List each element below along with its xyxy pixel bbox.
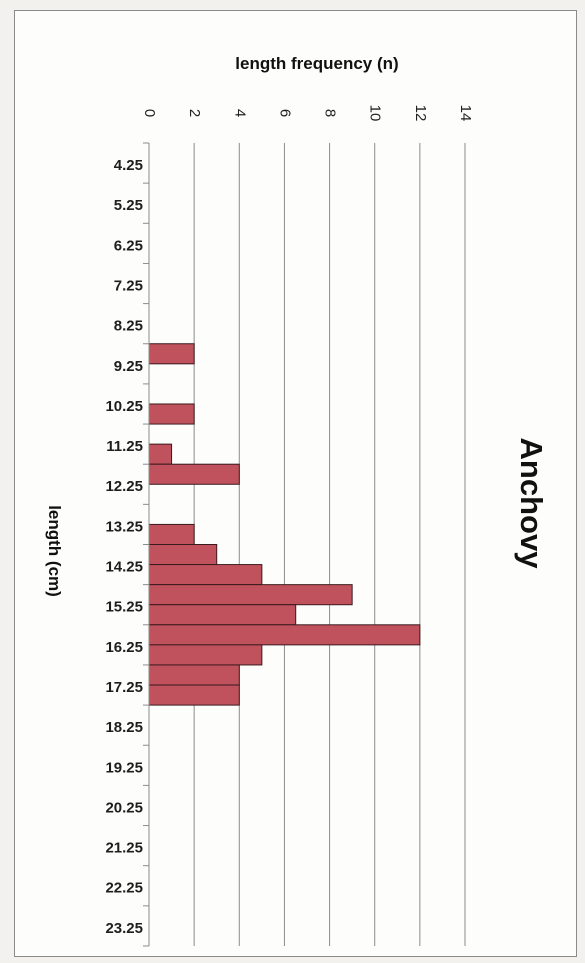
y-tick-label: 15.25 [105,599,143,616]
y-tick-label: 14.25 [105,559,143,576]
bar [148,584,353,606]
y-tick-label: 8.25 [114,318,143,335]
y-tick-label: 16.25 [105,639,143,656]
y-tick-label: 21.25 [105,840,143,857]
x-axis-title: length frequency (n) [235,54,398,73]
y-tick-label: 7.25 [114,277,143,294]
y-tick-label: 18.25 [105,719,143,736]
y-tick-label: 17.25 [105,679,143,696]
bar [148,604,297,626]
bar [148,564,263,586]
x-tick-label: 4 [231,109,248,117]
bar-layer [148,343,421,706]
chart-frame: 0 2 4 6 8 10 12 14 4.25 5.25 6.25 7.25 8.25 9.25 10.25… [14,10,577,957]
bar [148,343,195,365]
y-tick-label: 12.25 [105,478,143,495]
axis-layer: 0 2 4 6 8 10 12 14 4.25 5.25 6.25 7.25 8.25 9.25 10.25… [105,105,474,947]
bar [148,403,195,425]
bar [148,544,218,566]
bar [148,443,173,465]
y-tick-label: 10.25 [105,398,143,415]
y-tick-label: 9.25 [114,358,143,375]
x-tick-label: 14 [457,105,474,122]
y-tick-label: 20.25 [105,799,143,816]
y-tick-label: 4.25 [114,157,143,174]
bar [148,463,240,485]
x-tick-label: 8 [322,109,339,117]
y-tick-label: 23.25 [105,920,143,937]
y-tick-label: 19.25 [105,759,143,776]
y-tick-label: 5.25 [114,197,143,214]
x-tick-label: 6 [276,109,293,117]
x-tick-label: 2 [186,109,203,117]
x-tick-label: 0 [141,109,158,117]
y-tick-label: 13.25 [105,518,143,535]
bar [148,523,195,545]
bar [148,624,421,646]
y-axis-title: length (cm) [45,505,64,597]
anchovy-length-chart: 0 2 4 6 8 10 12 14 4.25 5.25 6.25 7.25 8.25 9.25 10.25… [45,54,549,947]
y-tick-label: 6.25 [114,237,143,254]
bar [148,644,263,666]
label-layer: length frequency (n) length (cm) Anchovy [45,54,549,597]
x-tick-label: 10 [367,105,384,122]
y-tick-label: 22.25 [105,880,143,897]
y-tick-label: 11.25 [106,438,143,455]
x-tick-label: 12 [412,105,429,122]
chart-title: Anchovy [514,438,549,570]
bar [148,684,240,706]
bar [148,664,240,686]
grid-layer [193,143,466,946]
